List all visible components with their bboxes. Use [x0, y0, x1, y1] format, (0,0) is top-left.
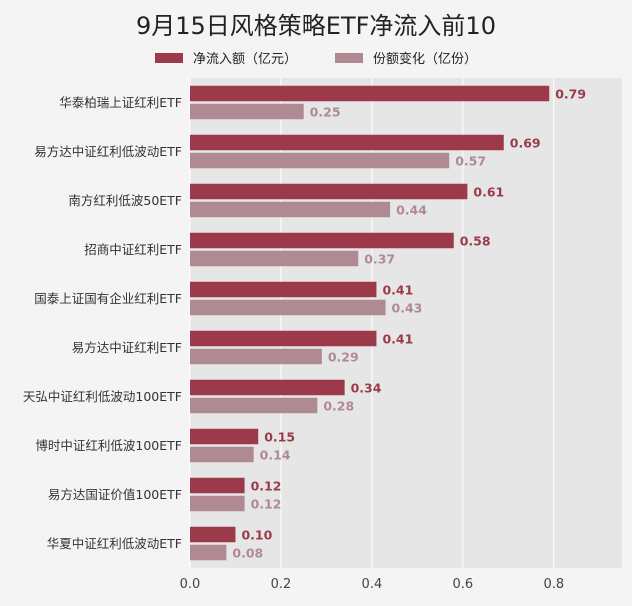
- category-label: 易方达中证红利低波动ETF: [34, 144, 182, 159]
- x-tick-label: 0.6: [452, 577, 473, 592]
- legend-item-share: 份额变化（亿份）: [335, 48, 477, 67]
- bar-share: [190, 299, 386, 316]
- data-label-share: 0.08: [232, 545, 263, 560]
- chart-title: 9月15日风格策略ETF净流入前10: [136, 12, 496, 40]
- category-label: 招商中证红利ETF: [84, 242, 182, 257]
- data-label-inflow: 0.12: [251, 478, 282, 493]
- chart-legend: 净流入额（亿元） 份额变化（亿份）: [0, 48, 632, 67]
- bar-share: [190, 103, 304, 120]
- data-label-share: 0.37: [364, 251, 395, 266]
- bar-share: [190, 152, 450, 169]
- category-label: 华泰柏瑞上证红利ETF: [59, 95, 182, 110]
- x-tick-label: 0.8: [543, 577, 564, 592]
- category-label: 南方红利低波50ETF: [68, 193, 182, 208]
- category-label: 国泰上证国有企业红利ETF: [34, 291, 182, 306]
- plot-area: [190, 78, 622, 568]
- bar-inflow: [190, 85, 550, 102]
- x-tick-label: 0.0: [180, 577, 201, 592]
- bar-share: [190, 201, 391, 218]
- data-label-inflow: 0.15: [264, 429, 295, 444]
- bar-share: [190, 495, 245, 512]
- data-label-share: 0.28: [323, 398, 354, 413]
- x-tick-label: 0.2: [271, 577, 292, 592]
- bar-inflow: [190, 428, 259, 445]
- data-label-inflow: 0.79: [555, 86, 586, 101]
- data-label-inflow: 0.34: [351, 380, 382, 395]
- bar-inflow: [190, 379, 345, 396]
- category-label: 华夏中证红利低波动ETF: [47, 536, 182, 551]
- data-label-share: 0.12: [251, 496, 282, 511]
- bar-inflow: [190, 330, 377, 347]
- data-label-share: 0.44: [396, 202, 427, 217]
- data-label-inflow: 0.41: [382, 331, 413, 346]
- category-label: 天弘中证红利低波动100ETF: [23, 389, 182, 404]
- category-label: 易方达国证价值100ETF: [48, 487, 182, 502]
- bar-inflow: [190, 183, 468, 200]
- data-label-share: 0.25: [310, 104, 341, 119]
- bar-share: [190, 348, 322, 365]
- bar-inflow: [190, 232, 454, 249]
- bar-share: [190, 250, 359, 267]
- bar-inflow: [190, 526, 236, 543]
- data-label-inflow: 0.58: [460, 233, 491, 248]
- data-label-inflow: 0.69: [510, 135, 541, 150]
- data-label-share: 0.14: [260, 447, 291, 462]
- legend-swatch-inflow: [154, 52, 183, 63]
- category-label: 易方达中证红利ETF: [72, 340, 182, 355]
- legend-swatch-share: [335, 52, 363, 63]
- bar-inflow: [190, 477, 245, 494]
- data-label-share: 0.29: [328, 349, 359, 364]
- bar-share: [190, 397, 318, 414]
- category-label: 博时中证红利低波100ETF: [35, 438, 182, 453]
- bar-share: [190, 544, 227, 561]
- data-label-inflow: 0.61: [473, 184, 504, 199]
- data-label-share: 0.43: [392, 300, 423, 315]
- legend-item-inflow: 净流入额（亿元）: [154, 48, 297, 67]
- data-label-share: 0.57: [455, 153, 486, 168]
- bar-share: [190, 446, 254, 463]
- legend-label-inflow: 净流入额（亿元）: [192, 52, 297, 67]
- legend-label-share: 份额变化（亿份）: [373, 52, 478, 67]
- x-tick-label: 0.4: [362, 577, 383, 592]
- bar-inflow: [190, 134, 504, 151]
- bar-inflow: [190, 281, 377, 298]
- data-label-inflow: 0.10: [241, 527, 272, 542]
- data-label-inflow: 0.41: [382, 282, 413, 297]
